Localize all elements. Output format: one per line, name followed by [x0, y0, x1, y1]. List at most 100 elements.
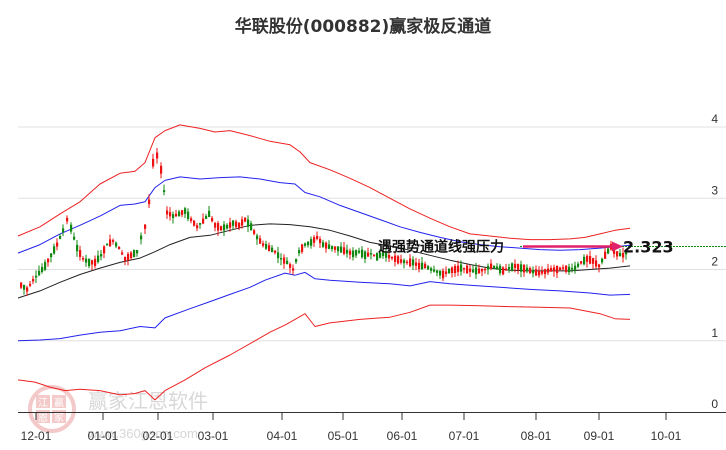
candle — [253, 230, 256, 234]
candle — [571, 267, 574, 270]
candle — [283, 257, 286, 264]
candle — [487, 266, 490, 270]
candle — [53, 246, 56, 254]
candle — [439, 270, 442, 276]
candle — [112, 240, 115, 242]
candle — [367, 252, 370, 257]
candle — [262, 243, 265, 246]
candle — [592, 258, 595, 264]
candle — [97, 255, 100, 263]
candle — [544, 269, 547, 275]
candle — [160, 165, 163, 174]
candle — [106, 243, 109, 246]
x-tick-label: 01-01 — [88, 429, 119, 443]
annotation-label: 遇强势通道线强压力 — [378, 238, 504, 255]
annotation-price: 2.323 — [623, 237, 674, 256]
candle — [502, 267, 505, 275]
candle — [403, 260, 406, 264]
candle — [463, 268, 466, 270]
candle — [499, 265, 502, 274]
candle — [223, 224, 226, 231]
candle — [424, 263, 427, 269]
band-outer-lower — [17, 304, 631, 401]
y-axis-labels: 0 1 2 3 4 — [711, 112, 718, 411]
candle — [163, 190, 166, 193]
candle — [508, 266, 511, 270]
candle — [289, 264, 292, 268]
candle — [415, 262, 418, 266]
candle — [121, 252, 124, 255]
candle — [343, 247, 346, 254]
candle — [41, 267, 44, 272]
candle — [268, 245, 271, 251]
candle — [379, 252, 382, 258]
x-tick-label: 07-01 — [449, 429, 480, 443]
candle — [247, 219, 250, 227]
watermark-logo-icon: 江 赢 恩 家 — [28, 385, 76, 433]
candle — [313, 237, 316, 243]
candle — [409, 258, 412, 267]
candle — [190, 218, 193, 221]
candle — [26, 287, 29, 292]
candle — [490, 263, 493, 269]
candle — [493, 265, 496, 269]
candle — [124, 256, 127, 261]
candle — [358, 250, 361, 253]
candle — [319, 238, 322, 244]
candle — [355, 250, 358, 256]
x-tick-label: 08-01 — [521, 429, 552, 443]
x-tick-label: 10-01 — [651, 429, 682, 443]
candle — [340, 246, 343, 253]
annotation: 遇强势通道线强压力 2.323 — [378, 237, 726, 256]
y-tick-label: 2 — [711, 255, 718, 269]
candle — [130, 252, 133, 259]
candle — [32, 278, 35, 282]
candle — [79, 249, 82, 257]
candle — [580, 261, 583, 264]
x-tick-label: 04-01 — [267, 429, 298, 443]
y-tick-label: 3 — [711, 183, 718, 197]
candle — [433, 269, 436, 272]
candle — [427, 266, 430, 270]
candle — [538, 270, 541, 276]
candle — [47, 258, 50, 263]
candle — [156, 152, 159, 159]
candle — [181, 210, 184, 215]
candle — [235, 221, 238, 227]
candle — [73, 236, 76, 240]
candle — [115, 242, 118, 247]
candle — [454, 265, 457, 274]
chart-title: 华联股份(000882)赢家极反通道 — [234, 17, 492, 37]
candle — [178, 211, 181, 217]
candle — [535, 269, 538, 276]
candle — [310, 239, 313, 246]
candle — [451, 267, 454, 274]
candle — [62, 228, 65, 233]
candle — [445, 271, 448, 274]
candle — [517, 264, 520, 270]
candle — [397, 256, 400, 264]
candle — [91, 260, 94, 265]
candle — [625, 252, 628, 255]
candle — [208, 210, 211, 217]
candle — [277, 252, 280, 259]
candle — [616, 251, 619, 257]
candle — [238, 222, 241, 228]
candle — [460, 264, 463, 272]
candle — [205, 216, 208, 219]
svg-text:恩: 恩 — [38, 412, 48, 424]
candle — [82, 258, 85, 260]
candle — [583, 256, 586, 265]
x-tick-label: 05-01 — [328, 429, 359, 443]
candle — [172, 214, 175, 218]
candle — [400, 259, 403, 263]
candle — [328, 244, 331, 249]
x-tick-label: 12-01 — [21, 429, 52, 443]
candle — [292, 268, 295, 271]
watermark-url: www.360gann.com — [87, 426, 198, 441]
candle — [133, 249, 136, 258]
candle — [478, 268, 481, 274]
candle — [574, 265, 577, 271]
candle — [56, 242, 59, 247]
candle — [511, 263, 514, 271]
